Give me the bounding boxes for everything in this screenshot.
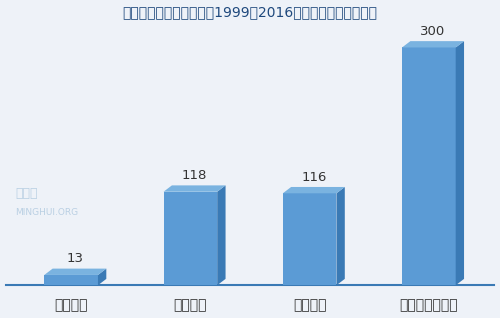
Polygon shape bbox=[402, 41, 464, 47]
Polygon shape bbox=[402, 47, 456, 285]
Polygon shape bbox=[217, 185, 226, 285]
Polygon shape bbox=[456, 41, 464, 285]
Polygon shape bbox=[164, 185, 226, 192]
Title: 四川省乐山市法轮功学员1999～2016年遭各类迫害人次统计: 四川省乐山市法轮功学员1999～2016年遭各类迫害人次统计 bbox=[122, 5, 378, 19]
Polygon shape bbox=[98, 269, 106, 285]
Polygon shape bbox=[44, 269, 106, 275]
Polygon shape bbox=[283, 193, 337, 285]
Polygon shape bbox=[336, 187, 345, 285]
Text: MINGHUI.ORG: MINGHUI.ORG bbox=[16, 208, 78, 217]
Polygon shape bbox=[164, 192, 217, 285]
Text: 116: 116 bbox=[301, 171, 326, 184]
Text: 300: 300 bbox=[420, 25, 446, 38]
Text: 118: 118 bbox=[182, 169, 207, 182]
Polygon shape bbox=[283, 187, 345, 193]
Text: 13: 13 bbox=[67, 252, 84, 266]
Polygon shape bbox=[44, 275, 98, 285]
Text: 明慧網: 明慧網 bbox=[16, 187, 38, 200]
